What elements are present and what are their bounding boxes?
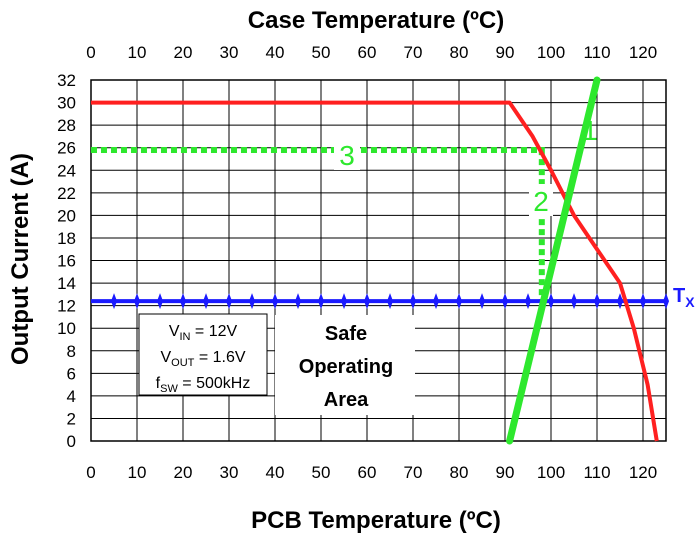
bottom-x-tick-label: 110 (583, 463, 610, 482)
tx-marker (387, 293, 393, 310)
tx-marker (410, 293, 416, 310)
tx-marker (226, 293, 232, 310)
tx-marker (249, 293, 255, 310)
y-tick-label: 0 (67, 432, 76, 451)
top-x-ticks: 0 10 20 30 40 50 60 70 80 90 100 110 120 (86, 43, 657, 62)
top-x-tick-label: 10 (128, 43, 147, 62)
tx-marker (479, 293, 485, 310)
bottom-x-tick-label: 10 (128, 463, 147, 482)
tx-marker (134, 293, 140, 310)
y-tick-label: 12 (57, 297, 76, 316)
tx-marker (433, 293, 439, 310)
top-x-tick-label: 50 (312, 43, 331, 62)
tx-marker (341, 293, 347, 310)
derating-curve (91, 100, 659, 442)
bottom-x-tick-label: 50 (312, 463, 331, 482)
step-2-label: 2 (533, 186, 549, 217)
tx-marker (456, 293, 462, 310)
top-x-tick-label: 20 (174, 43, 193, 62)
top-x-tick-label: 60 (358, 43, 377, 62)
soa-line-2: Operating (299, 356, 393, 378)
conditions-box (138, 313, 268, 396)
thermal-slope-line (506, 76, 601, 445)
top-x-tick-label: 100 (537, 43, 565, 62)
y-tick-label: 28 (57, 116, 76, 135)
tx-marker (548, 293, 554, 310)
tx-marker (525, 293, 531, 310)
y-tick-label: 10 (57, 319, 76, 338)
bottom-x-tick-label: 60 (358, 463, 377, 482)
y-tick-label: 16 (57, 252, 76, 271)
y-tick-label: 14 (57, 274, 76, 293)
y-tick-label: 22 (57, 184, 76, 203)
top-x-tick-label: 120 (629, 43, 657, 62)
vout-note: VOUT = 1.6V (160, 349, 245, 369)
bottom-x-tick-label: 80 (450, 463, 469, 482)
tx-marker (502, 293, 508, 310)
step-3-label: 3 (339, 140, 355, 171)
tx-marker (295, 293, 301, 310)
tx-marker (663, 293, 669, 310)
y-tick-label: 30 (57, 94, 76, 113)
bottom-x-tick-label: 20 (174, 463, 193, 482)
plot-frame (90, 79, 667, 442)
bottom-x-ticks: 0 10 20 30 40 50 60 70 80 90 100 110 120 (86, 463, 657, 482)
bottom-x-tick-label: 70 (404, 463, 423, 482)
tx-marker (318, 293, 324, 310)
y-tick-label: 18 (57, 229, 76, 248)
top-x-tick-label: 30 (220, 43, 239, 62)
soa-line-1: Safe (325, 323, 367, 345)
bottom-x-tick-label: 100 (537, 463, 565, 482)
tx-marker (364, 293, 370, 310)
tx-marker (640, 293, 646, 310)
y-tick-label: 8 (67, 342, 76, 361)
guide-line-dotted (91, 146, 545, 300)
bottom-x-tick-label: 90 (496, 463, 515, 482)
bottom-x-tick-label: 30 (220, 463, 239, 482)
soa-line-3: Area (324, 389, 369, 411)
step-3-bg (334, 138, 360, 170)
y-tick-label: 24 (57, 161, 76, 180)
top-x-tick-label: 40 (266, 43, 285, 62)
bottom-x-tick-label: 120 (629, 463, 657, 482)
y-tick-label: 6 (67, 364, 76, 383)
tx-marker (180, 293, 186, 310)
top-x-tick-label: 90 (496, 43, 515, 62)
top-x-tick-label: 110 (583, 43, 610, 62)
vin-note: VIN = 12V (169, 323, 238, 343)
tx-marker (157, 293, 163, 310)
tx-marker (617, 293, 623, 310)
top-x-tick-label: 70 (404, 43, 423, 62)
y-tick-label: 26 (57, 139, 76, 158)
tx-label: TX (673, 285, 695, 310)
bottom-x-tick-label: 0 (86, 463, 95, 482)
bottom-x-tick-label: 40 (266, 463, 285, 482)
step-2-bg (529, 184, 553, 216)
tx-marker (272, 293, 278, 310)
tx-marker (111, 293, 117, 310)
y-tick-label: 20 (57, 206, 76, 225)
tx-marker (594, 293, 600, 310)
case-temperature-title: Case Temperature (ºC) (248, 7, 504, 34)
y-tick-label: 2 (67, 409, 76, 428)
y-axis-title: Output Current (A) (7, 153, 34, 365)
y-tick-label: 32 (57, 71, 76, 90)
top-x-tick-label: 80 (450, 43, 469, 62)
y-tick-label: 4 (67, 387, 76, 406)
tx-marker (571, 293, 577, 310)
top-x-tick-label: 0 (86, 43, 95, 62)
fsw-note: fSW = 500kHz (156, 375, 251, 395)
step-1-label: 1 (582, 115, 598, 146)
pcb-temperature-title: PCB Temperature (ºC) (251, 507, 501, 533)
tx-marker (203, 293, 209, 310)
soa-label-bg (275, 315, 415, 415)
series-group (91, 76, 669, 445)
